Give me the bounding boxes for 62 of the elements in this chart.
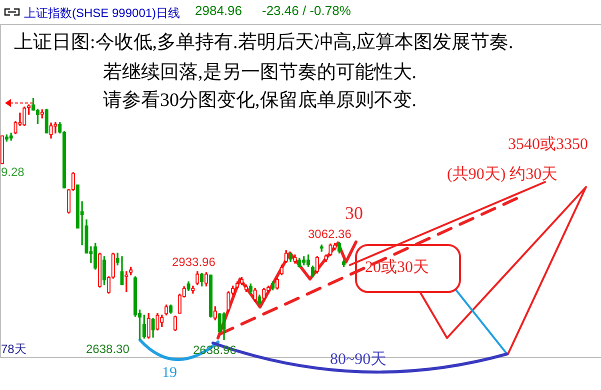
- candlestick: [218, 313, 222, 334]
- candlestick: [84, 219, 88, 254]
- text: 80~90天: [330, 351, 387, 369]
- text: 19: [162, 365, 177, 382]
- candlestick: [270, 281, 275, 290]
- candlestick: [160, 314, 164, 328]
- text: 2984.96: [195, 3, 242, 18]
- candlestick: [4, 134, 8, 142]
- candlestick: [76, 184, 80, 229]
- candlestick: [298, 258, 302, 268]
- candlestick: [306, 254, 310, 268]
- candlestick: [44, 108, 48, 134]
- candlestick: [338, 242, 342, 254]
- candlestick: [156, 313, 160, 330]
- candlestick: [94, 242, 98, 270]
- annotation: 2933.96: [172, 255, 216, 270]
- candlestick: [129, 266, 133, 276]
- candlestick: [328, 244, 332, 256]
- candlestick: [248, 284, 252, 294]
- candlestick: [253, 288, 257, 302]
- candlestick: [151, 318, 155, 338]
- candlestick: [208, 274, 213, 318]
- candlestick: [36, 108, 40, 124]
- annotation: 3062.36: [308, 227, 352, 242]
- text: 78天: [1, 342, 26, 356]
- text: 若继续回落,是另一图节奏的可能性大.: [103, 62, 416, 84]
- candlestick: [302, 256, 306, 266]
- chart-title: 上证指数(SHSE 999001)日线: [24, 5, 180, 22]
- candlestick: [124, 271, 128, 292]
- candlestick: [173, 316, 178, 331]
- candlestick: [288, 252, 292, 262]
- candlestick: [200, 272, 204, 286]
- candlestick: [258, 294, 262, 306]
- text: 上证日图:今收低,多单持有.若明后天冲高,应算本图发展节奏.: [14, 32, 514, 54]
- candlestick: [120, 256, 124, 286]
- candlestick: [142, 314, 146, 339]
- candlestick: [213, 306, 217, 320]
- annotation: 9.28: [1, 165, 24, 180]
- candlestick: [102, 256, 106, 286]
- candlestick: [315, 256, 319, 274]
- candlestick: [98, 252, 102, 288]
- candlestick: [191, 286, 195, 294]
- candlestick: [320, 244, 324, 252]
- candlestick: [133, 276, 138, 317]
- annotation: 30: [345, 203, 363, 224]
- candlestick: [262, 288, 266, 300]
- candlestick: [49, 122, 53, 138]
- candlestick: [324, 254, 328, 262]
- candlestick: [293, 254, 297, 264]
- text: -23.46 / -0.78%: [262, 3, 351, 18]
- candlestick: [222, 312, 226, 340]
- candlestick: [22, 106, 26, 126]
- text: 3540或3350: [508, 136, 588, 154]
- text: 2638.30: [86, 342, 130, 356]
- candlestick: [14, 121, 18, 134]
- candlestick: [280, 264, 284, 276]
- text: (共90天) 约30天: [447, 166, 558, 184]
- annotation: 请参看30分图变化,保留底单原则不变.: [103, 90, 416, 112]
- candlestick: [40, 109, 44, 118]
- candlestick: [186, 281, 190, 291]
- candlestick: [226, 291, 230, 312]
- candlestick: [116, 252, 120, 266]
